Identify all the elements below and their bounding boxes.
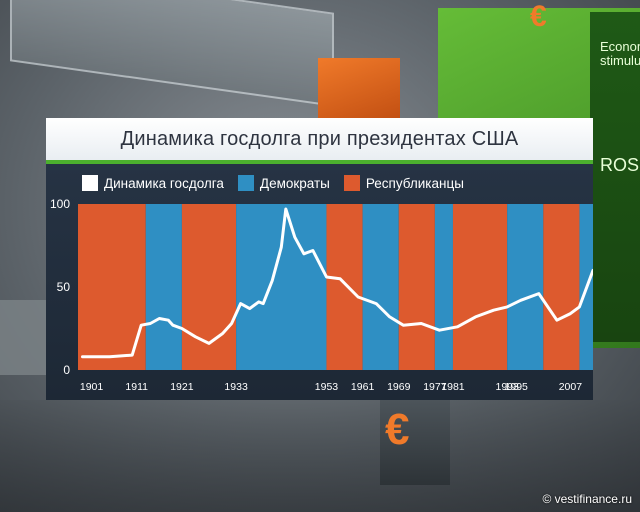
- period-band-democrat-5: [362, 204, 399, 370]
- watermark: © vestifinance.ru: [542, 492, 632, 506]
- x-tick-label-1981: 1981: [441, 381, 465, 393]
- y-tick-label-100: 100: [50, 197, 70, 211]
- x-tick-label-1961: 1961: [351, 381, 375, 393]
- title-bar: Динамика госдолга при президентах США: [46, 118, 593, 164]
- period-band-republican-4: [326, 204, 363, 370]
- green-panel-sub: ROSN: [600, 155, 640, 175]
- series-line-debt: [81, 207, 593, 359]
- legend-item-democrats: Демократы: [237, 175, 330, 191]
- legend-swatch-debt: [82, 175, 98, 191]
- period-band-democrat-9: [507, 204, 544, 370]
- period-band-republican-6: [398, 204, 435, 370]
- legend-label-republicans: Республиканцы: [365, 175, 464, 191]
- studio-floor: [0, 400, 640, 512]
- background-screen: [10, 0, 334, 107]
- period-band-republican-10: [543, 204, 580, 370]
- x-tick-label-1995: 1995: [505, 381, 529, 393]
- legend-label-debt: Динамика госдолга: [104, 175, 224, 191]
- legend-swatch-democrats: [237, 175, 254, 191]
- background-green-dark-panel: [590, 12, 640, 342]
- background-left-box: [0, 300, 48, 375]
- background-green-panel-text: Econom stimulu ROSN: [600, 39, 640, 175]
- green-panel-heading: Econom stimulu: [600, 39, 640, 68]
- x-tick-label-1969: 1969: [387, 381, 411, 393]
- chart-body: 0 50 100 1901 1911 1921 1933 1953 1961 1969 1977 19…: [46, 164, 593, 400]
- legend-item-republicans: Республиканцы: [343, 175, 464, 191]
- period-band-republican-0: [78, 204, 146, 370]
- x-tick-label-1901: 1901: [80, 381, 104, 393]
- period-band-democrat-7: [434, 204, 453, 370]
- period-band-republican-8: [452, 204, 508, 370]
- x-tick-label-1993: 1993: [495, 381, 519, 393]
- x-tick-label-2007: 2007: [559, 381, 583, 393]
- legend-label-democrats: Демократы: [259, 175, 330, 191]
- chart-panel: Динамика госдолга при президентах США 0 5…: [46, 118, 593, 400]
- x-tick-label-1921: 1921: [170, 381, 194, 393]
- background-bottom-box: [380, 395, 450, 485]
- period-band-republican-2: [181, 204, 237, 370]
- legend-swatch-republicans: [343, 175, 360, 191]
- x-tick-label-1933: 1933: [224, 381, 248, 393]
- chart-title: Динамика госдолга при президентах США: [120, 128, 519, 150]
- legend-item-debt: Динамика госдолга: [82, 175, 224, 191]
- y-tick-label-0: 0: [63, 363, 70, 377]
- x-tick-label-1977: 1977: [423, 381, 447, 393]
- period-band-democrat-1: [145, 204, 182, 370]
- period-band-democrat-3: [236, 204, 327, 370]
- chart-legend: Динамика госдолга Демократы Республиканц…: [82, 172, 464, 194]
- euro-icon: €: [385, 405, 410, 454]
- x-tick-label-1911: 1911: [125, 381, 148, 393]
- background-orange-cube: [318, 58, 400, 120]
- euro-icon-top: €: [530, 0, 547, 33]
- y-tick-label-50: 50: [57, 280, 71, 294]
- x-tick-label-1953: 1953: [315, 381, 339, 393]
